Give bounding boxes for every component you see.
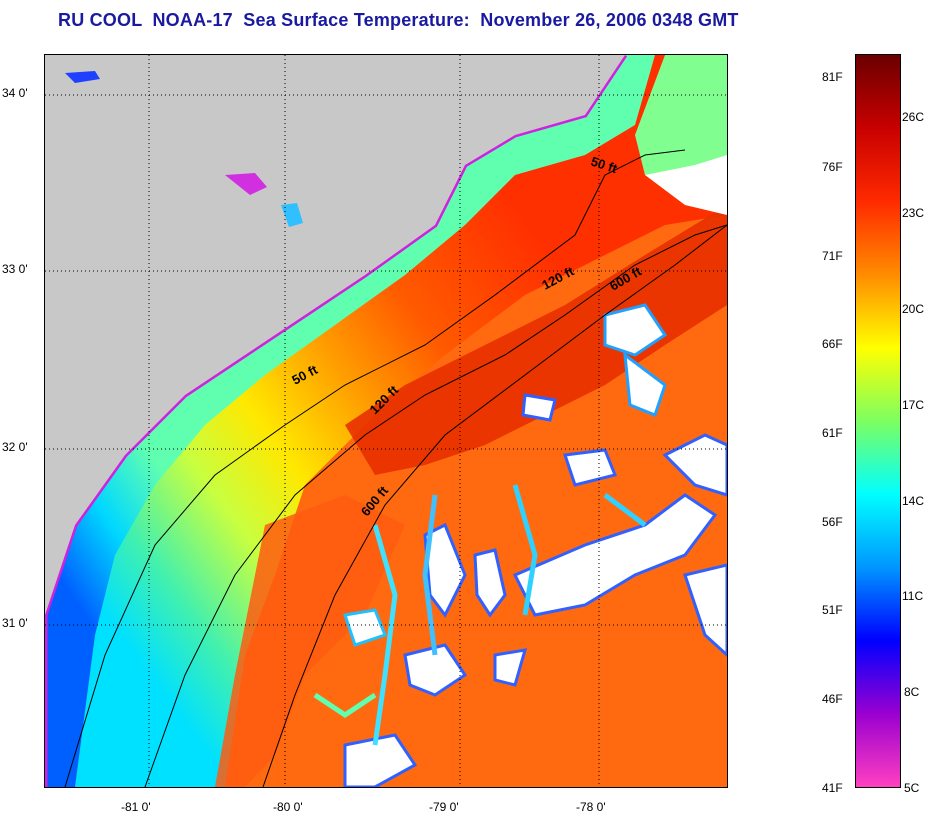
contour-600ft bbox=[262, 224, 727, 787]
temperature-colorbar bbox=[855, 54, 901, 788]
lat-label-32: 32 0' bbox=[2, 440, 28, 454]
lat-label-31: 31 0' bbox=[2, 616, 28, 630]
map-title: RU COOL NOAA-17 Sea Surface Temperature:… bbox=[58, 10, 739, 30]
cloud-northeast bbox=[645, 155, 727, 215]
colorbar-f-76: 76F bbox=[822, 160, 843, 174]
lon-label-78: -78 0' bbox=[576, 800, 606, 814]
graticule bbox=[45, 55, 727, 787]
colorbar-f-41: 41F bbox=[822, 781, 843, 795]
cloud-patches bbox=[343, 303, 727, 787]
colorbar-f-66: 66F bbox=[822, 337, 843, 351]
colorbar-c-26: 26C bbox=[902, 110, 925, 124]
inland-water-3 bbox=[65, 71, 100, 83]
sst-map-canvas: 50 ft 120 ft 600 ft 50 ft 120 ft 600 ft bbox=[45, 55, 727, 787]
colorbar-f-61: 61F bbox=[822, 426, 843, 440]
colorbar-c-20: 20C bbox=[902, 302, 925, 316]
colorbar-f-81: 81F bbox=[822, 70, 843, 84]
contour-120ft bbox=[144, 224, 727, 787]
inland-water-2 bbox=[281, 203, 303, 227]
colorbar-f-56: 56F bbox=[822, 515, 843, 529]
inland-water-1 bbox=[225, 173, 267, 195]
nearshore-water bbox=[45, 55, 655, 787]
contour-50ft bbox=[64, 149, 686, 787]
colorbar-f-71: 71F bbox=[822, 249, 843, 263]
depth-contours bbox=[64, 149, 727, 787]
lon-label-79: -79 0' bbox=[429, 800, 459, 814]
warm-filament bbox=[215, 495, 405, 787]
shelf-water bbox=[45, 55, 727, 787]
colorbar-c-14: 14C bbox=[902, 494, 925, 508]
colorbar-f-51: 51F bbox=[822, 603, 843, 617]
lon-label-81: -81 0' bbox=[121, 800, 151, 814]
lat-label-34: 34 0' bbox=[2, 86, 28, 100]
land bbox=[45, 55, 625, 615]
colorbar-f-46: 46F bbox=[822, 692, 843, 706]
northeast-water bbox=[635, 55, 727, 185]
sst-map[interactable]: 50 ft 120 ft 600 ft 50 ft 120 ft 600 ft bbox=[44, 54, 728, 788]
colorbar-c-17: 17C bbox=[902, 398, 925, 412]
lat-label-33: 33 0' bbox=[2, 262, 28, 276]
colorbar-c-11: 11C bbox=[902, 589, 924, 603]
cool-filaments bbox=[313, 484, 647, 746]
gulf-stream-core bbox=[345, 205, 727, 475]
lon-label-80: -80 0' bbox=[273, 800, 303, 814]
colorbar-c-5: 5C bbox=[904, 781, 920, 795]
colorbar-c-23: 23C bbox=[902, 206, 925, 220]
colorbar-c-8: 8C bbox=[904, 685, 920, 699]
